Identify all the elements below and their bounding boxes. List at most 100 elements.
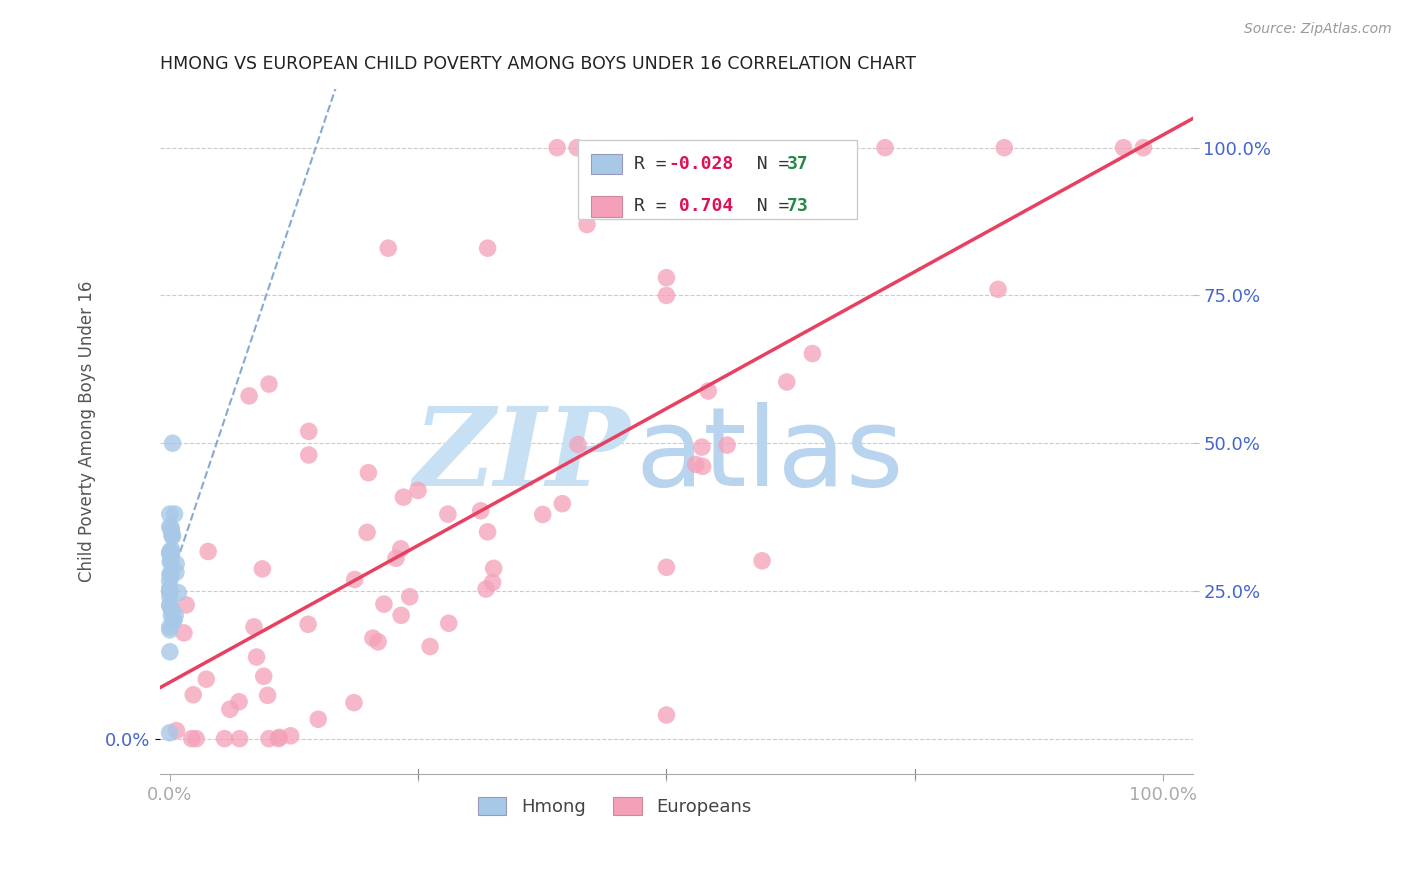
Point [256,689,278,703]
Text: R =: R = [634,197,678,216]
Point [159,554,181,568]
Point [228,731,250,746]
Point [551,497,574,511]
Point [160,604,183,618]
Point [482,561,505,575]
Point [159,566,181,581]
Point [159,623,181,637]
Point [160,608,183,623]
Point [173,626,195,640]
Point [197,544,219,558]
Point [160,545,183,559]
Point [159,590,181,604]
Point [267,731,290,746]
Point [655,288,678,302]
Point [377,241,399,255]
Point [298,448,321,462]
Text: 0.704: 0.704 [668,197,734,216]
Point [159,546,181,560]
Point [716,438,738,452]
Point [257,731,280,746]
Y-axis label: Child Poverty Among Boys Under 16: Child Poverty Among Boys Under 16 [79,281,96,582]
Text: R =: R = [634,155,678,173]
Point [298,425,321,439]
Point [531,508,554,522]
Point [776,375,799,389]
Point [575,218,598,232]
Point [245,650,267,665]
Point [159,582,181,597]
Point [160,520,183,534]
Point [174,598,197,612]
Point [214,731,236,746]
Point [159,598,181,612]
Point [159,599,181,613]
Point [243,620,266,634]
Point [186,731,208,746]
Point [228,695,250,709]
Point [692,459,714,474]
Point [160,542,183,557]
Point [697,384,720,398]
Point [159,582,181,596]
Point [181,688,204,702]
Point [160,524,183,539]
Point [252,562,274,576]
Point [361,631,384,645]
Point [253,669,276,683]
Point [567,437,589,451]
Point [655,270,678,285]
Point [437,507,460,521]
Point [392,490,415,504]
Point [159,545,181,559]
Point [159,620,181,634]
Point [160,528,183,542]
Point [159,555,181,569]
Point [481,575,503,590]
Point [219,702,242,716]
Point [690,440,713,454]
Point [385,551,408,566]
Point [655,708,678,723]
Text: atlas: atlas [636,402,904,508]
Point [165,608,187,623]
Point [159,584,181,599]
Point [546,141,568,155]
Point [162,529,184,543]
Point [159,584,181,599]
Text: ZIP: ZIP [413,401,630,509]
Point [180,731,202,746]
Legend: Hmong, Europeans: Hmong, Europeans [470,790,758,823]
Point [565,141,588,155]
Point [993,141,1015,155]
Point [685,458,707,472]
Point [167,585,190,599]
Text: Source: ZipAtlas.com: Source: ZipAtlas.com [1244,22,1392,37]
Point [343,573,366,587]
Point [389,541,412,556]
Point [165,566,187,580]
Point [357,466,380,480]
Point [655,560,678,574]
Point [162,436,184,450]
Point [751,554,773,568]
Point [343,696,366,710]
Point [159,520,181,534]
Point [1112,141,1135,155]
Point [163,507,186,521]
Point [1132,141,1154,155]
Point [987,282,1010,296]
Point [356,525,378,540]
Point [475,582,498,596]
Point [159,725,181,739]
FancyBboxPatch shape [591,153,621,174]
Point [873,141,896,155]
Point [160,568,183,582]
Point [165,723,187,738]
Point [801,346,824,360]
Point [257,377,280,392]
Point [159,574,181,588]
Text: HMONG VS EUROPEAN CHILD POVERTY AMONG BOYS UNDER 16 CORRELATION CHART: HMONG VS EUROPEAN CHILD POVERTY AMONG BO… [160,55,915,73]
Point [195,672,218,686]
Point [280,729,302,743]
